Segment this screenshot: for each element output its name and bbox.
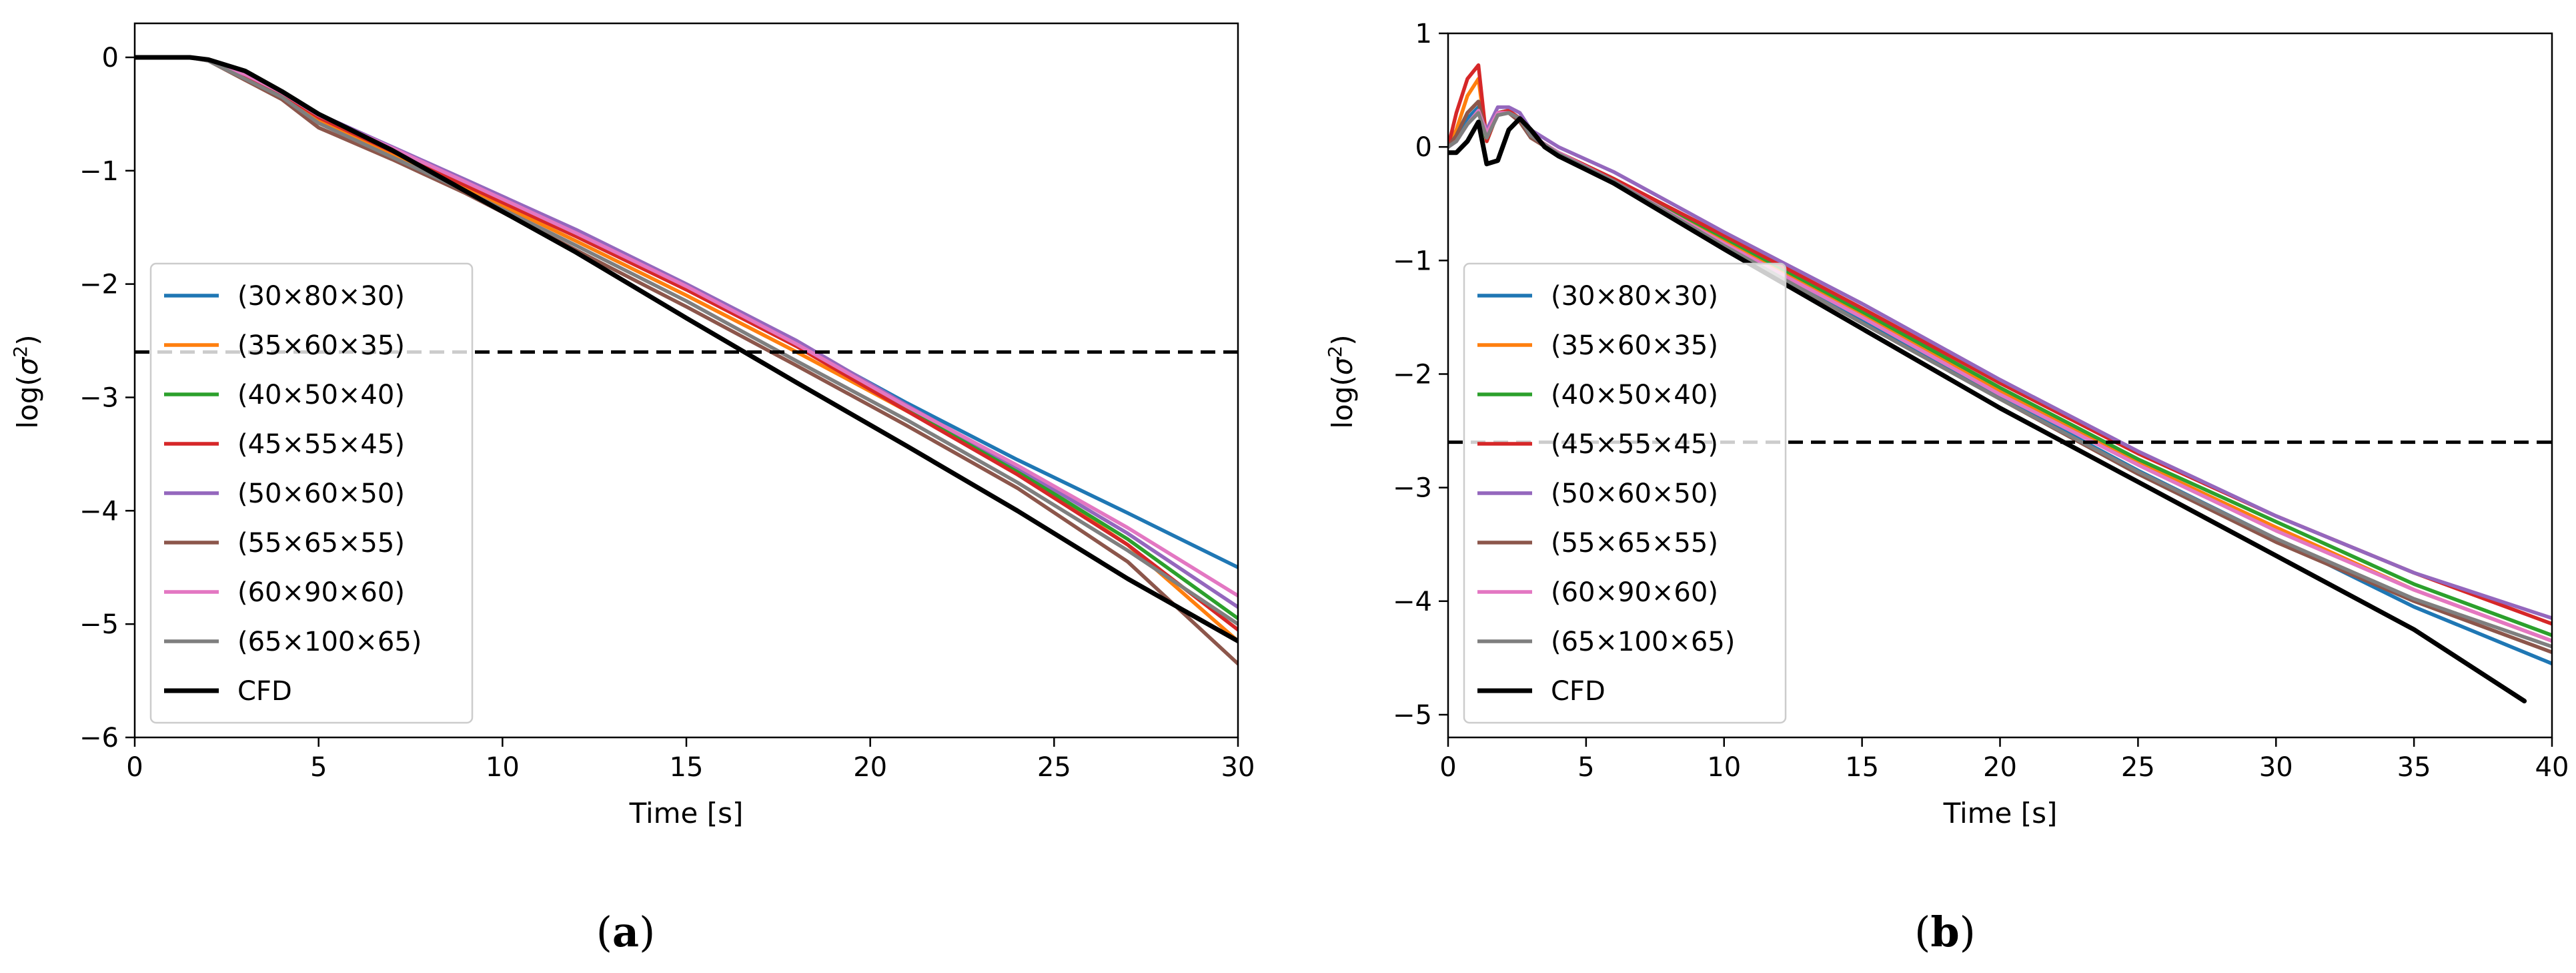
x-tick-label: 25 — [2121, 752, 2155, 783]
panel-a-legend: (30×80×30) (35×60×35) (40×50×40) (45×55×45)… — [149, 262, 474, 724]
series-line-9 — [135, 55, 1238, 644]
x-tick-label: 30 — [1221, 752, 1255, 783]
y-tick-label: −4 — [1393, 587, 1432, 617]
panel-a-y-axis-label: log(σ2) — [9, 334, 44, 428]
panel-b-caption: (b) — [1914, 908, 1976, 956]
y-tick-label: −1 — [79, 156, 119, 187]
y-tick-label: −3 — [79, 382, 119, 413]
legend-label: CFD — [237, 676, 292, 707]
x-tick-label: 25 — [1037, 752, 1071, 783]
y-tick-label: −1 — [1393, 246, 1432, 276]
y-tick-label: 0 — [1415, 132, 1432, 163]
panel-a-plot-area — [135, 55, 1238, 666]
x-tick-label: 15 — [1845, 752, 1879, 783]
x-tick-label: 10 — [1707, 752, 1741, 783]
panel-a-x-axis-label: Time [s] — [629, 797, 744, 830]
x-tick-label: 5 — [310, 752, 327, 783]
legend-label: (40×50×40) — [237, 380, 405, 410]
legend-label: (45×55×45) — [237, 429, 405, 460]
legend-label: (60×90×60) — [237, 577, 405, 608]
legend-label: (35×60×35) — [237, 330, 405, 361]
legend-box — [149, 262, 474, 724]
panel-a: 0 5 10 15 20 25 30 0 −1 −2 −3 −4 −5 −6 Time [s] log(σ… — [9, 22, 1255, 956]
y-tick-label: −2 — [79, 270, 119, 300]
legend-label: (55×65×55) — [1551, 528, 1718, 559]
legend-label: (50×60×50) — [1551, 478, 1718, 509]
x-tick-label: 20 — [853, 752, 887, 783]
x-tick-label: 0 — [126, 752, 143, 783]
y-tick-label: −6 — [79, 723, 119, 753]
y-tick-label: −4 — [79, 496, 119, 527]
x-tick-label: 0 — [1439, 752, 1456, 783]
legend-label: (50×60×50) — [237, 478, 405, 509]
x-tick-label: 10 — [486, 752, 520, 783]
legend-label: (65×100×65) — [237, 627, 422, 657]
series-line-9 — [1448, 116, 2527, 703]
x-tick-label: 15 — [670, 752, 704, 783]
legend-label: (30×80×30) — [237, 281, 405, 312]
y-tick-label: 0 — [102, 43, 119, 73]
legend-label: (30×80×30) — [1551, 281, 1718, 312]
panel-a-caption: (a) — [596, 908, 656, 956]
y-tick-label: 1 — [1415, 19, 1432, 49]
y-tick-label: −2 — [1393, 359, 1432, 390]
legend-label: (65×100×65) — [1551, 627, 1735, 657]
legend-label: (40×50×40) — [1551, 380, 1718, 410]
panel-b-x-axis-label: Time [s] — [1943, 797, 2058, 830]
legend-label: CFD — [1551, 676, 1605, 707]
panel-b-y-axis-label: log(σ2) — [1324, 334, 1359, 428]
x-tick-label: 35 — [2397, 752, 2431, 783]
legend-label: (35×60×35) — [1551, 330, 1718, 361]
x-tick-label: 5 — [1577, 752, 1594, 783]
x-tick-label: 30 — [2259, 752, 2293, 783]
legend-label: (55×65×55) — [237, 528, 405, 559]
x-tick-label: 20 — [1983, 752, 2017, 783]
legend-label: (45×55×45) — [1551, 429, 1718, 460]
legend-box — [1463, 262, 1787, 724]
y-tick-label: −5 — [1393, 700, 1432, 731]
x-tick-label: 40 — [2535, 752, 2569, 783]
y-tick-label: −3 — [1393, 473, 1432, 504]
y-tick-label: −5 — [79, 609, 119, 640]
panel-b-legend: (30×80×30) (35×60×35) (40×50×40) (45×55×45)… — [1463, 262, 1787, 724]
panel-a-marks: 0 5 10 15 20 25 30 0 −1 −2 −3 −4 −5 −6 — [79, 22, 1255, 783]
panel-b-plot-area — [1448, 63, 2552, 703]
legend-label: (60×90×60) — [1551, 577, 1718, 608]
